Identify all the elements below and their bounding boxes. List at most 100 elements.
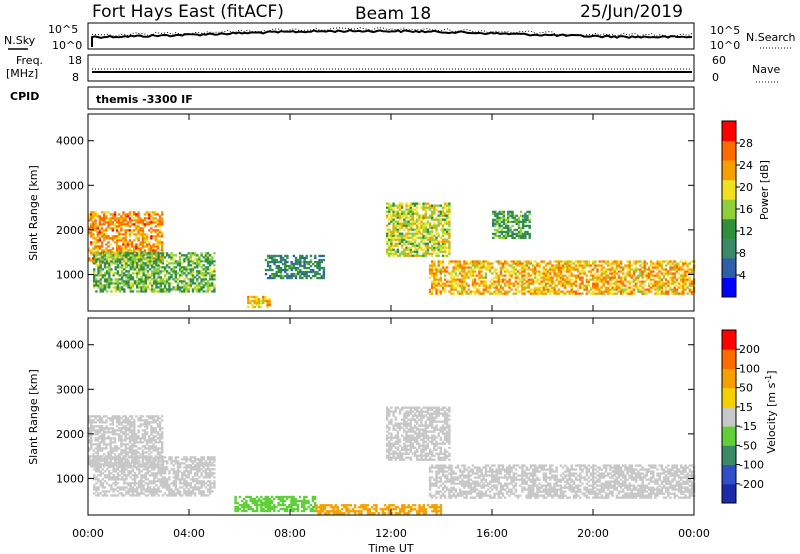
- heatmap-cell: [501, 266, 505, 269]
- heatmap-cell: [413, 204, 417, 207]
- heatmap-cell: [273, 254, 276, 258]
- heatmap-cell: [452, 292, 455, 295]
- heatmap-cell: [178, 478, 182, 481]
- heatmap-cell: [669, 260, 672, 263]
- heatmap-cell: [111, 415, 114, 418]
- heatmap-cell: [111, 251, 114, 254]
- heatmap-cell: [174, 480, 177, 483]
- heatmap-cell: [622, 272, 625, 275]
- heatmap-cell: [143, 223, 147, 226]
- heatmap-cell: [491, 282, 494, 285]
- heatmap-cell: [592, 286, 595, 289]
- heatmap-cell: [129, 476, 132, 479]
- heatmap-cell: [392, 248, 395, 251]
- heatmap-cell: [435, 216, 438, 219]
- heatmap-cell: [441, 262, 445, 265]
- heatmap-cell: [129, 276, 132, 279]
- heatmap-cell: [279, 270, 283, 274]
- heatmap-cell: [592, 262, 595, 265]
- heatmap-cell: [116, 252, 120, 255]
- heatmap-cell: [157, 472, 160, 475]
- heatmap-cell: [136, 286, 139, 289]
- heatmap-cell: [602, 266, 606, 269]
- heatmap-cell: [600, 260, 603, 263]
- heatmap-cell: [416, 236, 419, 239]
- heatmap-cell: [534, 270, 537, 273]
- heatmap-cell: [656, 272, 659, 275]
- heatmap-cell: [439, 292, 442, 295]
- heatmap-cell: [103, 490, 107, 493]
- heatmap-cell: [540, 292, 543, 295]
- heatmap-cell: [463, 288, 466, 291]
- heatmap-cell: [152, 221, 155, 224]
- heatmap-cell: [529, 274, 533, 277]
- heatmap-cell: [105, 252, 109, 255]
- heatmap-cell: [506, 260, 509, 263]
- heatmap-cell: [680, 284, 683, 287]
- heatmap-cell: [151, 472, 154, 475]
- heatmap-cell: [492, 224, 495, 228]
- heatmap-cell: [534, 280, 537, 283]
- heatmap-cell: [431, 286, 434, 289]
- heatmap-cell: [128, 421, 132, 424]
- heatmap-cell: [538, 274, 541, 277]
- heatmap-cell: [675, 264, 679, 267]
- cpid-label: CPID: [10, 90, 39, 103]
- heatmap-cell: [609, 270, 612, 273]
- heatmap-cell: [155, 272, 158, 275]
- heatmap-cell: [634, 262, 638, 265]
- heatmap-cell: [671, 262, 674, 265]
- heatmap-cell: [510, 270, 513, 273]
- heatmap-cell: [96, 213, 99, 216]
- heatmap-cell: [105, 419, 108, 422]
- heatmap-cell: [431, 252, 434, 255]
- heatmap-cell: [136, 482, 139, 485]
- heatmap-cell: [163, 470, 167, 473]
- heatmap-cell: [667, 272, 670, 275]
- heatmap-cell: [660, 290, 664, 293]
- heatmap-cell: [97, 478, 100, 481]
- heatmap-cell: [510, 282, 513, 285]
- heatmap-cell: [109, 423, 112, 426]
- heatmap-cell: [564, 280, 567, 283]
- heatmap-cell: [96, 437, 99, 440]
- heatmap-cell: [632, 280, 636, 283]
- heatmap-cell: [411, 236, 415, 239]
- heatmap-cell: [122, 427, 125, 430]
- heatmap-cell: [202, 280, 205, 283]
- heatmap-cell: [587, 270, 591, 273]
- heatmap-cell: [523, 274, 526, 277]
- heatmap-cell: [461, 280, 464, 283]
- heatmap-cell: [191, 466, 195, 469]
- heatmap-cell: [422, 224, 425, 227]
- heatmap-cell: [130, 433, 134, 436]
- heatmap-cell: [401, 216, 404, 219]
- heatmap-cell: [499, 284, 503, 287]
- heatmap-cell: [443, 248, 447, 251]
- heatmap-cell: [110, 494, 113, 497]
- heatmap-cell: [433, 218, 436, 221]
- heatmap-cell: [443, 270, 447, 273]
- heatmap-cell: [456, 284, 460, 287]
- heatmap-cell: [587, 262, 591, 265]
- heatmap-cell: [193, 254, 197, 257]
- heatmap-cell: [492, 220, 495, 223]
- heatmap-cell: [611, 266, 614, 269]
- heatmap-cell: [90, 243, 93, 246]
- heatmap-cell: [604, 280, 608, 283]
- heatmap-cell: [109, 445, 112, 448]
- heatmap-cell: [622, 292, 625, 295]
- heatmap-cell: [448, 284, 451, 287]
- heatmap-cell: [95, 494, 98, 497]
- heatmap-cell: [112, 464, 115, 467]
- heatmap-cell: [189, 270, 192, 273]
- heatmap-cell: [103, 221, 106, 224]
- heatmap-cell: [146, 494, 150, 497]
- heatmap-cell: [566, 280, 569, 283]
- heatmap-cell: [688, 282, 691, 285]
- heatmap-cell: [183, 490, 186, 493]
- heatmap-cell: [509, 230, 512, 234]
- heatmap-cell: [166, 480, 169, 483]
- heatmap-cell: [585, 264, 588, 267]
- heatmap-cell: [168, 272, 171, 275]
